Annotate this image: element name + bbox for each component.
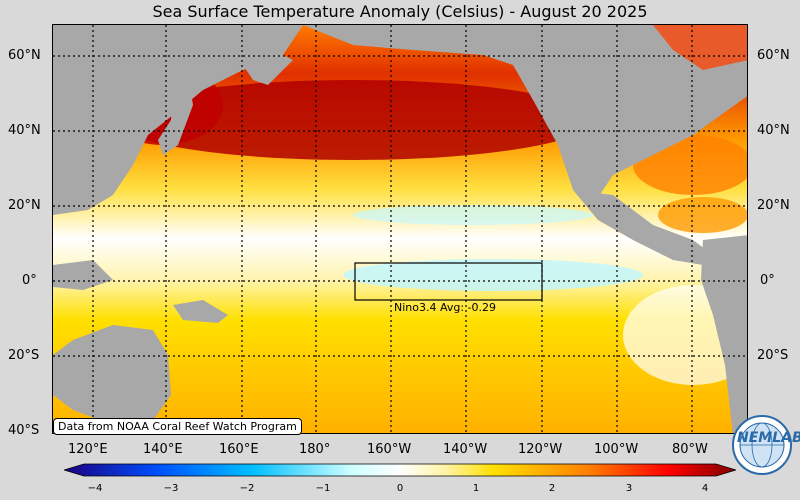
north-america-landmass xyxy=(303,25,747,205)
indonesia-islands xyxy=(53,260,113,290)
data-credit: Data from NOAA Coral Reef Watch Program xyxy=(53,418,302,435)
south-america-landmass xyxy=(701,235,747,433)
colorbar-tick-2: 2 xyxy=(548,483,556,494)
lat-label-20n-right: 20°N xyxy=(757,198,790,213)
colorbar-tick-1: 1 xyxy=(472,483,480,494)
colorbar-tick-neg3: −3 xyxy=(163,483,179,494)
logo-text: NEMLAB xyxy=(737,430,800,446)
colorbar-tick-3: 3 xyxy=(625,483,633,494)
sst-anomaly-map xyxy=(52,24,748,434)
lon-label-140w: 140°W xyxy=(443,442,488,457)
japan-island xyxy=(158,75,193,155)
lat-label-20s-right: 20°S xyxy=(757,348,789,363)
lon-label-100w: 100°W xyxy=(594,442,639,457)
lon-label-80w: 80°W xyxy=(672,442,708,457)
colorbar-tick-neg4: −4 xyxy=(87,483,103,494)
lon-label-160w: 160°W xyxy=(367,442,412,457)
lat-label-40n: 40°N xyxy=(8,123,41,138)
lat-label-40n-right: 40°N xyxy=(757,123,790,138)
hot-anomaly-north-pacific xyxy=(113,80,593,160)
lat-label-60n: 60°N xyxy=(8,48,41,63)
nino34-box xyxy=(354,262,543,301)
greenland-edge xyxy=(653,25,747,70)
colorbar-tick-4: 4 xyxy=(701,483,709,494)
lat-label-40s: 40°S xyxy=(8,423,40,438)
map-title: Sea Surface Temperature Anomaly (Celsius… xyxy=(152,2,648,21)
lon-label-140e: 140°E xyxy=(143,442,183,457)
cool-anomaly-equatorial xyxy=(343,259,643,291)
lat-label-equator: 0° xyxy=(22,273,37,288)
lat-label-equator-right: 0° xyxy=(760,273,775,288)
nino34-average-label: Nino3.4 Avg: -0.29 xyxy=(394,301,497,314)
colorbar-tick-neg1: −1 xyxy=(315,483,331,494)
australia-landmass xyxy=(53,325,171,425)
lat-label-60n-right: 60°N xyxy=(757,48,790,63)
new-guinea xyxy=(173,300,228,323)
lon-label-180: 180° xyxy=(299,442,331,457)
cool-anomaly-central xyxy=(353,205,593,225)
central-america xyxy=(573,190,713,265)
lon-label-160e: 160°E xyxy=(219,442,259,457)
colorbar xyxy=(64,463,736,477)
kamchatka xyxy=(243,50,293,85)
graticule xyxy=(53,25,747,433)
warm-anomaly-caribbean xyxy=(658,197,747,233)
lon-label-120e: 120°E xyxy=(68,442,108,457)
asia-landmass xyxy=(53,25,303,215)
lon-label-120w: 120°W xyxy=(518,442,563,457)
colorbar-tick-neg2: −2 xyxy=(239,483,255,494)
globe-logo-icon xyxy=(732,415,792,475)
colorbar-tick-0: 0 xyxy=(396,483,404,494)
lat-label-20n: 20°N xyxy=(8,198,41,213)
lat-label-20s: 20°S xyxy=(8,348,40,363)
